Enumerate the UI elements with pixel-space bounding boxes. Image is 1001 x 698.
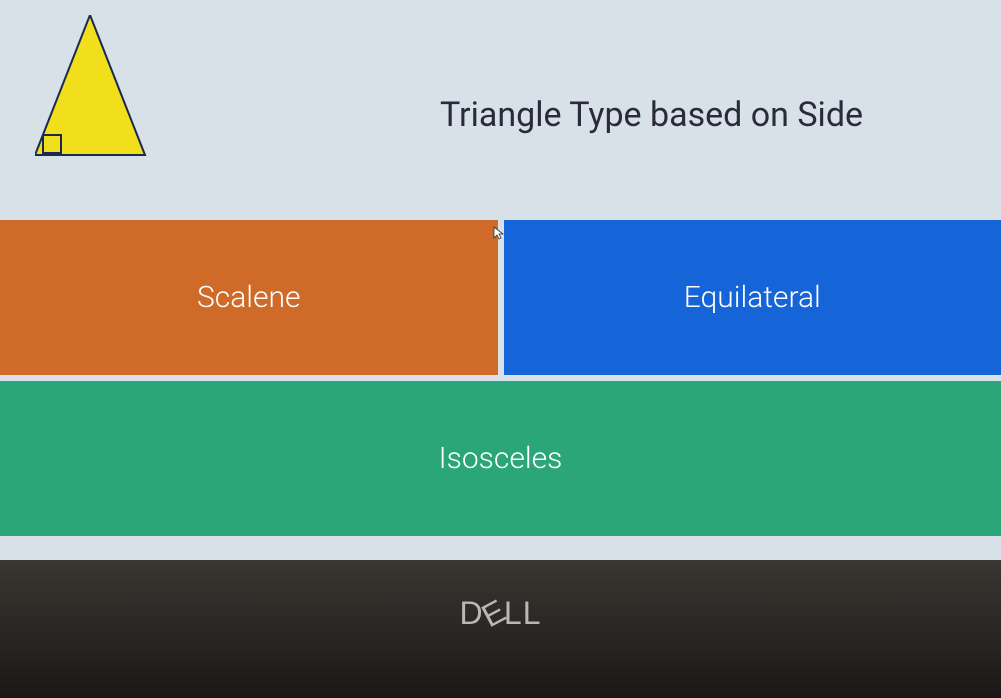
dell-logo: DELL xyxy=(459,595,541,632)
monitor-bezel: DELL xyxy=(0,560,1001,698)
quiz-screen: Triangle Type based on Side Scalene Equi… xyxy=(0,0,1001,560)
options-row-bottom: Isosceles xyxy=(0,381,1001,536)
option-equilateral-button[interactable]: Equilateral xyxy=(504,220,1001,375)
header-area: Triangle Type based on Side xyxy=(0,0,1001,220)
option-isosceles-button[interactable]: Isosceles xyxy=(0,381,1001,536)
page-title: Triangle Type based on Side xyxy=(440,95,863,135)
options-row-top: Scalene Equilateral xyxy=(0,220,1001,375)
triangle-icon xyxy=(35,15,155,169)
option-scalene-button[interactable]: Scalene xyxy=(0,220,498,375)
